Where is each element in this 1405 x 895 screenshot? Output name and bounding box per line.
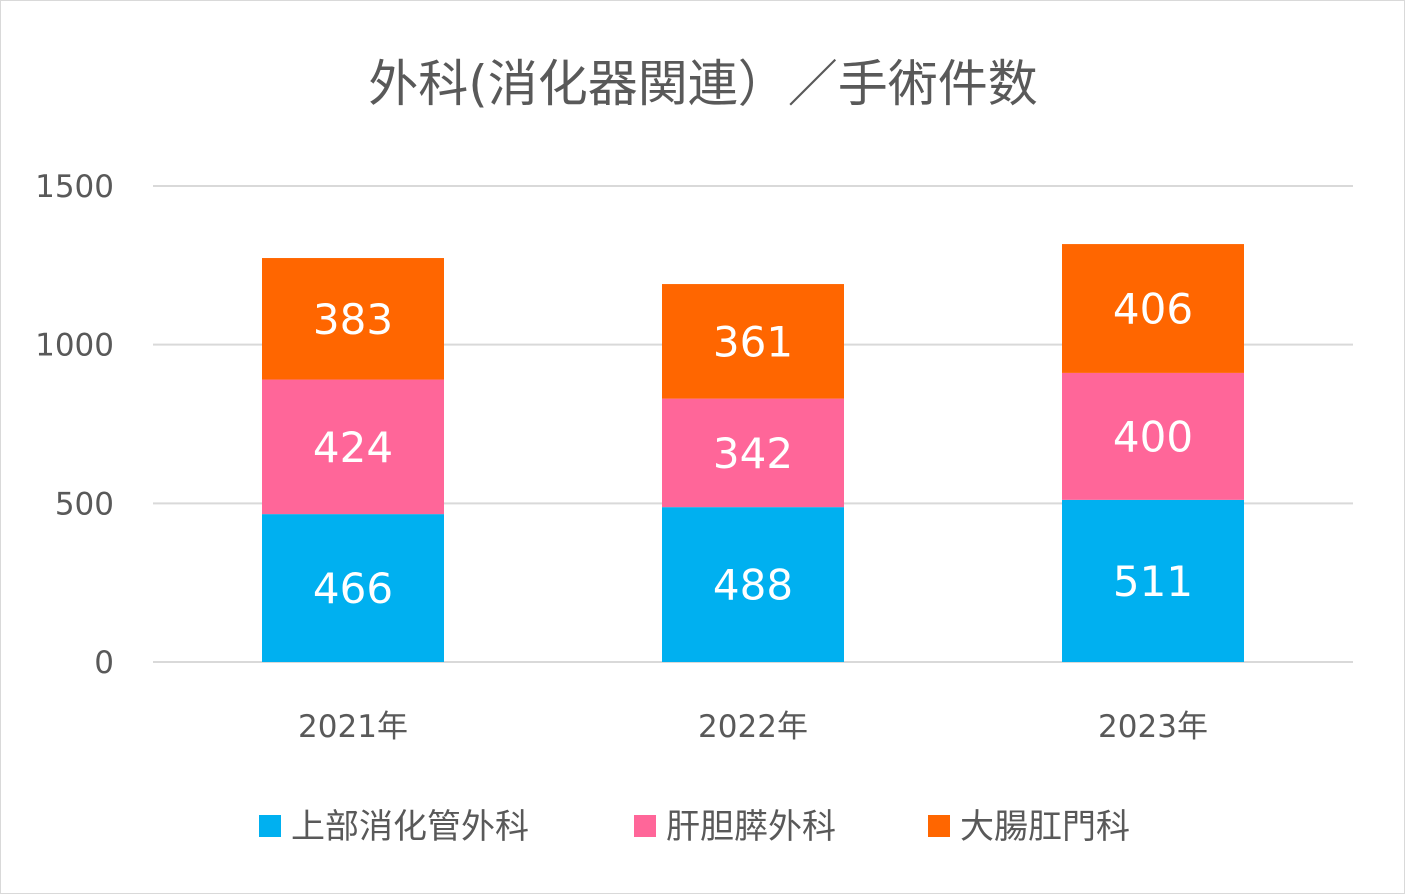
x-tick-label: 2023年 xyxy=(1098,709,1208,745)
legend-label: 肝胆膵外科 xyxy=(666,807,836,847)
data-label: 406 xyxy=(1113,284,1193,333)
data-label: 488 xyxy=(713,561,793,610)
bar-segment xyxy=(662,398,844,508)
bar-segment xyxy=(262,258,444,380)
bar-segment xyxy=(1062,244,1244,373)
bar-segment xyxy=(262,514,444,662)
legend-label: 大腸肛門科 xyxy=(960,807,1130,847)
data-label: 466 xyxy=(313,564,393,613)
data-label: 361 xyxy=(713,317,793,366)
y-tick-label: 1500 xyxy=(35,169,114,205)
bar-segment xyxy=(1062,499,1244,662)
data-label: 342 xyxy=(713,429,793,478)
bar-segment xyxy=(662,507,844,662)
y-axis: 0 500 1000 1500 xyxy=(35,169,114,681)
legend-label: 上部消化管外科 xyxy=(291,807,529,847)
data-label: 424 xyxy=(313,423,393,472)
x-tick-label: 2022年 xyxy=(698,709,808,745)
data-label: 383 xyxy=(313,295,393,344)
bar-segment xyxy=(662,284,844,399)
x-axis: 2021年 2022年 2023年 xyxy=(298,709,1208,745)
bar-segment xyxy=(1062,372,1244,500)
y-tick-label: 1000 xyxy=(35,328,114,364)
bars: 466 424 383 488 342 361 511 400 406 xyxy=(262,244,1244,662)
data-label: 511 xyxy=(1113,557,1193,606)
legend-swatch xyxy=(634,815,656,837)
bar-segment xyxy=(262,379,444,515)
chart-title: 外科(消化器関連）／手術件数 xyxy=(368,55,1038,113)
data-label: 400 xyxy=(1113,412,1193,461)
y-tick-label: 500 xyxy=(55,486,114,522)
legend: 上部消化管外科 肝胆膵外科 大腸肛門科 xyxy=(259,807,1130,847)
legend-swatch xyxy=(259,815,281,837)
y-tick-label: 0 xyxy=(94,645,114,681)
legend-swatch xyxy=(928,815,950,837)
x-tick-label: 2021年 xyxy=(298,709,408,745)
